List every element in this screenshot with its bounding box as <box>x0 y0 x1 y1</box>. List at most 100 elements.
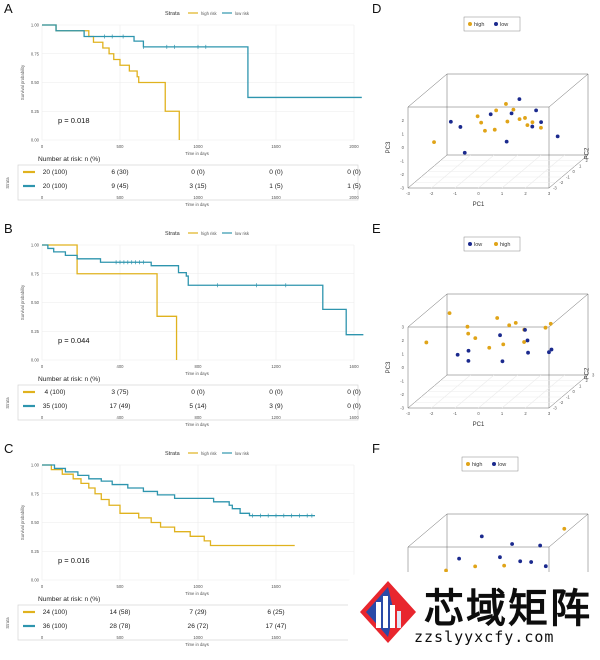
pca-point-low <box>547 350 551 354</box>
x-axis-title: Time in days <box>185 371 209 376</box>
legend-dot-low <box>468 242 472 246</box>
pca-point-low <box>518 559 522 563</box>
pca-point-high <box>466 325 470 329</box>
pca-point-high <box>507 323 511 327</box>
risk-x-tick: 1200 <box>271 415 281 420</box>
risk-cell: 24 (100) <box>43 609 68 616</box>
pc1-axis-title: PC1 <box>473 422 485 428</box>
panel-letter-c: C <box>4 441 13 456</box>
pca-point-low <box>489 112 493 116</box>
pca-point-high <box>476 114 480 118</box>
y-tick-label: 0.25 <box>31 329 40 334</box>
pc1-tick-label: -3 <box>406 411 410 416</box>
legend-title: Strata <box>165 11 181 17</box>
risk-cell: 20 (100) <box>43 183 68 190</box>
x-tick-label: 1500 <box>271 144 281 149</box>
pca-point-low <box>526 351 530 355</box>
pca-point-high <box>479 121 483 125</box>
pca-point-low <box>510 111 514 115</box>
pca-point-high <box>562 527 566 531</box>
risk-cell: 26 (72) <box>188 623 209 630</box>
pca-point-low <box>456 353 460 357</box>
y-axis-title: Survival probability <box>20 64 25 100</box>
x-tick-label: 1500 <box>271 584 281 589</box>
y-tick-label: 0.75 <box>31 271 40 276</box>
pca-point-high <box>502 564 506 568</box>
risk-table-title: Number at risk: n (%) <box>38 156 100 163</box>
x-tick-label: 1000 <box>193 144 203 149</box>
p-value-label: p = 0.018 <box>58 116 90 125</box>
pca-point-low <box>523 328 527 332</box>
pca-legend-box <box>462 457 518 471</box>
legend-label-high: high <box>472 462 482 468</box>
pca-point-high <box>448 311 452 315</box>
pca-point-high <box>504 102 508 106</box>
pca-point-high <box>424 341 428 345</box>
watermark-title: 芯域矩阵 <box>424 576 592 634</box>
pc3-axis-title: PC3 <box>386 141 392 153</box>
risk-cell: 0 (0) <box>347 403 361 410</box>
y-tick-label: 0.75 <box>31 491 40 496</box>
pca-point-high <box>473 336 477 340</box>
risk-cell: 3 (75) <box>111 389 128 396</box>
pca-point-low <box>529 560 533 564</box>
risk-cell: 20 (100) <box>43 169 68 176</box>
x-tick-label: 2000 <box>349 144 359 149</box>
watermark: 芯域矩阵 zzslyyxcfy.com <box>348 572 600 655</box>
x-tick-label: 1000 <box>193 584 203 589</box>
risk-cell: 1 (5) <box>347 183 361 190</box>
legend-label-low: low <box>500 22 508 28</box>
pca-point-high <box>523 116 527 120</box>
pca-point-low <box>505 140 509 144</box>
risk-cell: 9 (45) <box>111 183 128 190</box>
risk-x-tick: 1000 <box>193 635 203 640</box>
risk-x-axis-title: Time in days <box>185 642 209 647</box>
pca-point-high <box>473 565 477 569</box>
risk-cell: 35 (100) <box>43 403 68 410</box>
pca-point-low <box>510 542 514 546</box>
pca-point-high <box>549 322 553 326</box>
legend-dot-low <box>494 22 498 26</box>
x-tick-label: 800 <box>195 364 203 369</box>
risk-strata-label: Strata <box>5 177 10 189</box>
risk-x-axis-title: Time in days <box>185 422 209 427</box>
pca-point-high <box>512 108 516 112</box>
legend-dot-high <box>494 242 498 246</box>
risk-x-tick: 500 <box>117 195 125 200</box>
pc1-tick-label: -1 <box>453 411 457 416</box>
legend-label-high: high <box>500 242 510 248</box>
risk-table-title: Number at risk: n (%) <box>38 376 100 383</box>
pca-point-low <box>463 151 467 155</box>
risk-cell: 4 (100) <box>45 389 66 396</box>
panel-letter-e: E <box>372 221 381 236</box>
legend-title: Strata <box>165 451 181 457</box>
risk-cell: 17 (47) <box>266 623 287 630</box>
legend-label-high: high <box>474 22 484 28</box>
x-tick-label: 500 <box>117 144 125 149</box>
legend-dot-low <box>492 462 496 466</box>
risk-cell: 0 (0) <box>269 389 283 396</box>
legend-label-low: low risk <box>235 231 250 236</box>
pca-point-low <box>467 349 471 353</box>
legend-label-low: low <box>498 462 506 468</box>
y-tick-label: 0.25 <box>31 109 40 114</box>
p-value-label: p = 0.044 <box>58 336 90 345</box>
risk-x-tick: 500 <box>117 635 125 640</box>
risk-x-tick: 2000 <box>349 195 359 200</box>
pca-point-high <box>531 120 535 124</box>
pca-legend-box <box>464 237 520 251</box>
pca-point-low <box>526 339 530 343</box>
pca-point-low <box>498 555 502 559</box>
pca-point-high <box>544 326 548 330</box>
pc1-tick-label: -2 <box>430 191 434 196</box>
legend-label-high: high risk <box>201 11 217 16</box>
risk-x-tick: 400 <box>117 415 125 420</box>
x-tick-label: 400 <box>117 364 125 369</box>
risk-cell: 1 (5) <box>269 183 283 190</box>
y-tick-label: 0.50 <box>31 520 40 525</box>
risk-x-axis-title: Time in days <box>185 202 209 207</box>
pca-point-low <box>457 557 461 561</box>
legend-title: Strata <box>165 231 181 237</box>
pca-point-low <box>538 544 542 548</box>
pca-point-high <box>493 128 497 132</box>
